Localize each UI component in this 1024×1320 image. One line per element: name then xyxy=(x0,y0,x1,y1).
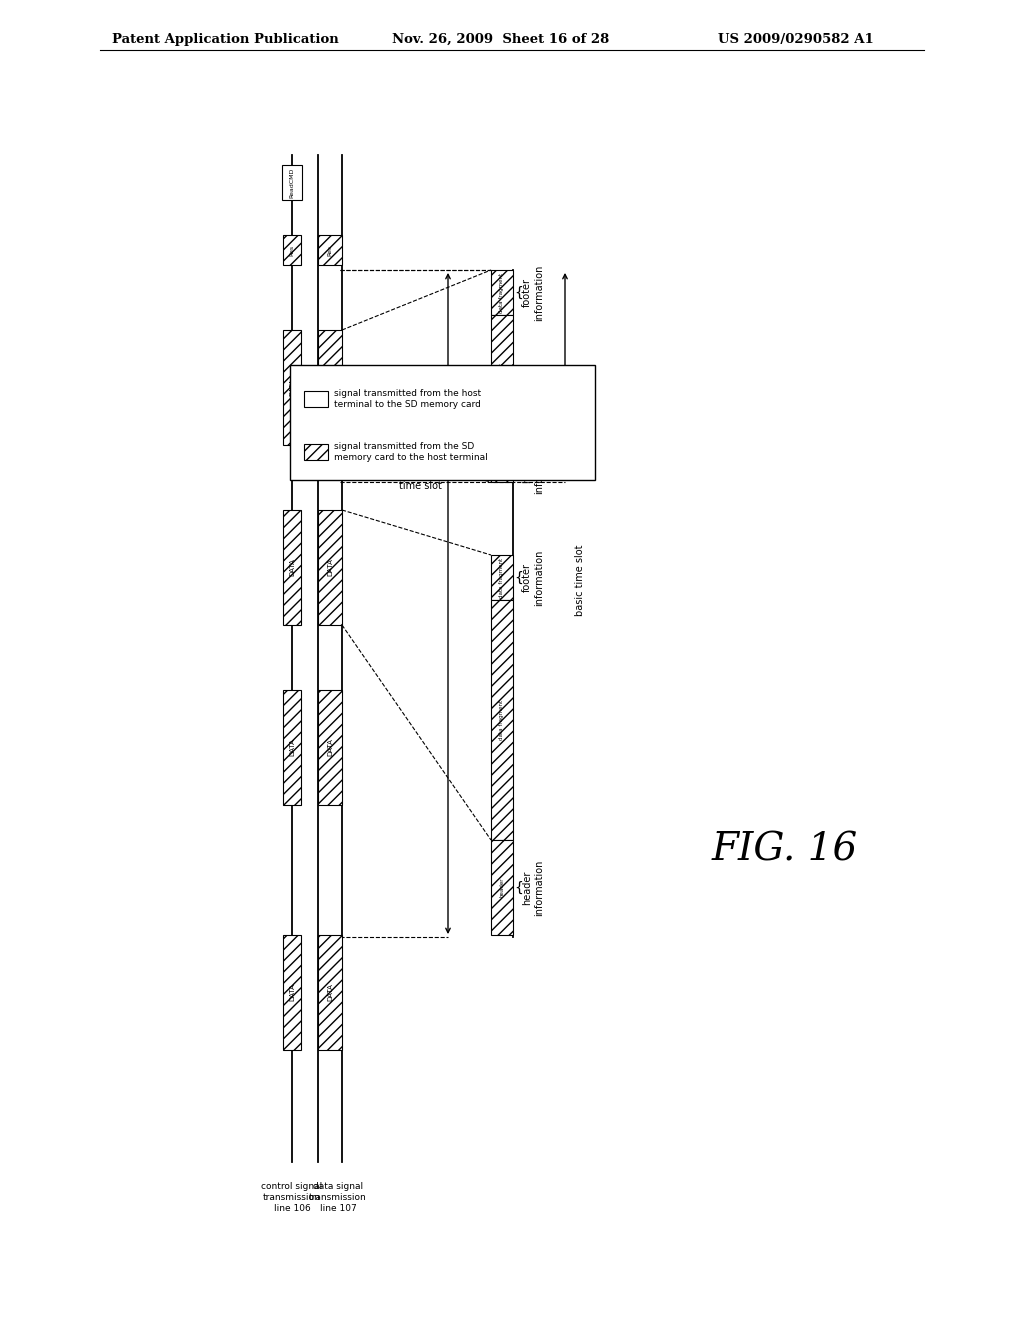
Text: DATA: DATA xyxy=(327,983,333,1002)
Bar xyxy=(283,330,301,445)
Text: {: { xyxy=(514,459,523,473)
Bar xyxy=(304,391,328,407)
Text: DATA: DATA xyxy=(327,379,333,396)
Text: data fragment: data fragment xyxy=(500,272,505,313)
Text: DATA: DATA xyxy=(289,558,295,577)
Text: header: header xyxy=(500,457,505,475)
Text: footer
information: footer information xyxy=(522,549,544,606)
Text: expanded
time slot: expanded time slot xyxy=(396,469,444,491)
Text: header: header xyxy=(500,878,505,898)
Bar xyxy=(318,510,342,624)
Text: Res: Res xyxy=(328,244,333,256)
Text: {: { xyxy=(514,285,523,300)
Text: data fragment: data fragment xyxy=(500,557,505,598)
Text: DATA: DATA xyxy=(289,739,295,756)
Bar xyxy=(290,366,595,480)
Text: data signal
transmission
line 107: data signal transmission line 107 xyxy=(309,1181,367,1213)
Bar xyxy=(283,690,301,805)
Text: DATA: DATA xyxy=(289,983,295,1002)
Text: signal transmitted from the SD
memory card to the host terminal: signal transmitted from the SD memory ca… xyxy=(334,442,487,462)
Bar xyxy=(490,315,513,450)
Bar xyxy=(283,935,301,1049)
Text: Patent Application Publication: Patent Application Publication xyxy=(112,33,339,46)
Text: data fragment: data fragment xyxy=(500,700,505,741)
Text: US 2009/0290582 A1: US 2009/0290582 A1 xyxy=(718,33,873,46)
Bar xyxy=(283,510,301,624)
Bar xyxy=(490,840,513,935)
Text: header
information: header information xyxy=(522,859,544,916)
Text: DATA: DATA xyxy=(327,558,333,577)
Bar xyxy=(318,235,342,265)
Bar xyxy=(490,271,513,315)
Bar xyxy=(318,690,342,805)
Text: control signal
transmission
line 106: control signal transmission line 106 xyxy=(261,1181,323,1213)
Text: signal transmitted from the host
terminal to the SD memory card: signal transmitted from the host termina… xyxy=(334,389,481,409)
Text: basic time slot: basic time slot xyxy=(575,544,585,615)
Text: {: { xyxy=(514,880,523,895)
Text: ReadCMD: ReadCMD xyxy=(290,168,295,198)
Bar xyxy=(283,235,301,265)
Text: data packet: data packet xyxy=(472,370,534,380)
Text: DATA: DATA xyxy=(289,379,295,396)
Bar xyxy=(490,601,513,840)
Bar xyxy=(304,444,328,459)
Bar xyxy=(318,330,342,445)
Text: DATA: DATA xyxy=(327,739,333,756)
Text: footer
information: footer information xyxy=(522,264,544,321)
Text: {: { xyxy=(568,370,577,383)
Text: {: { xyxy=(514,570,523,585)
Text: Res: Res xyxy=(290,244,295,256)
Text: FIG. 16: FIG. 16 xyxy=(712,832,858,869)
Text: Nov. 26, 2009  Sheet 16 of 28: Nov. 26, 2009 Sheet 16 of 28 xyxy=(392,33,609,46)
Bar xyxy=(282,165,302,201)
Bar xyxy=(490,554,513,601)
Bar xyxy=(318,935,342,1049)
Text: header
information: header information xyxy=(522,438,544,494)
Text: data fragment: data fragment xyxy=(500,363,505,403)
Bar xyxy=(490,450,513,482)
